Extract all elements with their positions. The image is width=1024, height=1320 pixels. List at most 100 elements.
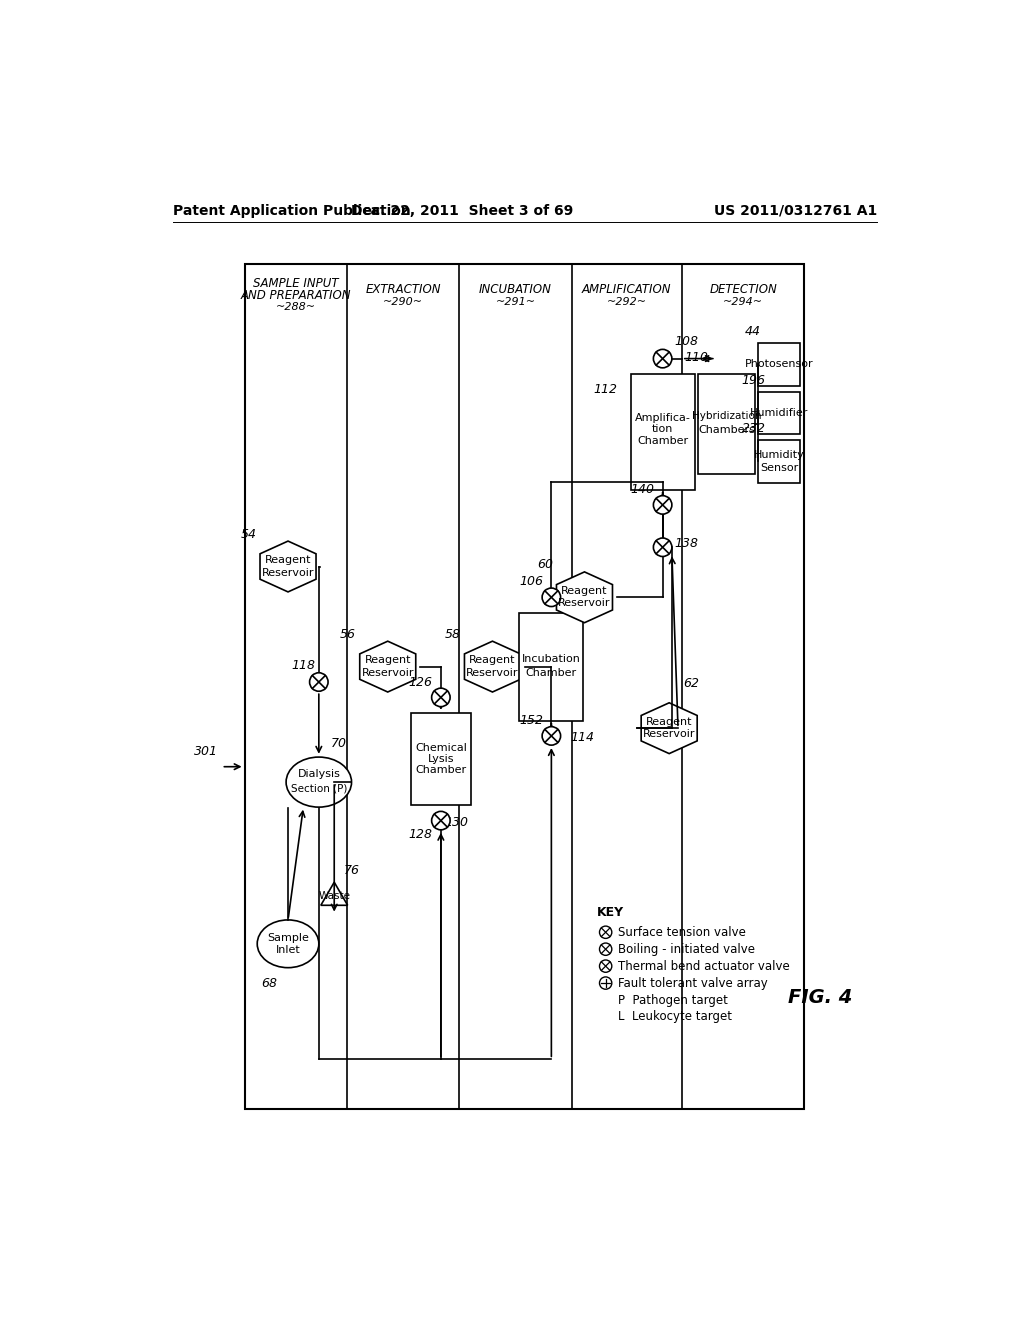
Text: 60: 60 — [537, 558, 553, 572]
Bar — [759, 343, 801, 385]
Circle shape — [653, 350, 672, 368]
Text: Section (P): Section (P) — [291, 783, 347, 793]
Text: AMPLIFICATION: AMPLIFICATION — [582, 282, 672, 296]
Text: 56: 56 — [340, 628, 356, 640]
Text: Patent Application Publication: Patent Application Publication — [173, 203, 411, 218]
Text: Reservoir: Reservoir — [643, 730, 695, 739]
Text: 130: 130 — [444, 816, 469, 829]
Text: SAMPLE INPUT: SAMPLE INPUT — [253, 277, 339, 289]
Text: INCUBATION: INCUBATION — [479, 282, 552, 296]
Polygon shape — [260, 541, 316, 591]
Text: 108: 108 — [674, 335, 698, 348]
Polygon shape — [556, 572, 612, 623]
Text: DETECTION: DETECTION — [710, 282, 777, 296]
Text: 126: 126 — [409, 676, 432, 689]
Text: Hybridization: Hybridization — [692, 412, 761, 421]
Text: US 2011/0312761 A1: US 2011/0312761 A1 — [714, 203, 878, 218]
Circle shape — [599, 977, 611, 989]
Text: Reservoir: Reservoir — [361, 668, 414, 677]
Text: 58: 58 — [444, 628, 461, 640]
Text: ~291~: ~291~ — [496, 297, 536, 306]
Text: Thermal bend actuator valve: Thermal bend actuator valve — [617, 960, 790, 973]
Text: 106: 106 — [519, 576, 543, 589]
Text: Chamber: Chamber — [525, 668, 577, 677]
Text: Incubation: Incubation — [522, 653, 581, 664]
Text: Reagent: Reagent — [265, 556, 311, 565]
Text: KEY: KEY — [596, 907, 624, 920]
Text: Reservoir: Reservoir — [262, 568, 314, 578]
Bar — [759, 441, 801, 483]
Text: 232: 232 — [741, 422, 766, 436]
Text: 54: 54 — [241, 528, 256, 541]
Bar — [631, 374, 694, 490]
Circle shape — [599, 942, 611, 956]
Circle shape — [309, 673, 328, 692]
Text: Reagent: Reagent — [561, 586, 607, 597]
Text: 114: 114 — [570, 731, 595, 744]
Circle shape — [542, 726, 560, 744]
Text: Sensor: Sensor — [761, 462, 799, 473]
Text: 196: 196 — [741, 374, 766, 387]
Text: 118: 118 — [292, 659, 315, 672]
Bar — [759, 392, 801, 434]
Text: Photosensor: Photosensor — [745, 359, 814, 370]
Text: 110: 110 — [684, 351, 709, 363]
Text: Reagent: Reagent — [365, 656, 411, 665]
Text: ~290~: ~290~ — [383, 297, 423, 306]
Text: 62: 62 — [683, 677, 699, 690]
Circle shape — [432, 812, 451, 830]
Text: ~292~: ~292~ — [607, 297, 647, 306]
Polygon shape — [465, 642, 520, 692]
Polygon shape — [321, 882, 347, 906]
Text: 68: 68 — [261, 977, 278, 990]
Text: 138: 138 — [674, 537, 698, 550]
Text: 112: 112 — [594, 383, 617, 396]
Text: ~294~: ~294~ — [723, 297, 763, 306]
Bar — [245, 264, 804, 1109]
Text: 70: 70 — [331, 737, 346, 750]
Text: Reservoir: Reservoir — [558, 598, 610, 609]
Text: Waste: Waste — [318, 891, 350, 902]
Circle shape — [653, 496, 672, 515]
Ellipse shape — [257, 920, 318, 968]
Bar — [519, 612, 584, 721]
Text: FIG. 4: FIG. 4 — [787, 989, 852, 1007]
Text: Lysis: Lysis — [428, 754, 454, 764]
Text: tion: tion — [652, 424, 674, 434]
Text: Chemical: Chemical — [415, 743, 467, 754]
Circle shape — [432, 688, 451, 706]
Text: Chamber: Chamber — [416, 764, 467, 775]
Text: Humidity: Humidity — [754, 450, 805, 461]
Text: Amplifica-: Amplifica- — [635, 413, 690, 422]
Text: L  Leukocyte target: L Leukocyte target — [617, 1010, 732, 1023]
Text: Dialysis: Dialysis — [297, 770, 340, 779]
Text: Reagent: Reagent — [469, 656, 516, 665]
Text: P  Pathogen target: P Pathogen target — [617, 994, 728, 1007]
Text: 152: 152 — [519, 714, 543, 727]
Text: AND PREPARATION: AND PREPARATION — [241, 289, 351, 302]
Circle shape — [653, 539, 672, 557]
Bar — [698, 374, 755, 474]
Text: 76: 76 — [343, 865, 359, 878]
Text: 128: 128 — [409, 828, 432, 841]
Circle shape — [599, 960, 611, 973]
Ellipse shape — [286, 758, 351, 807]
Circle shape — [599, 927, 611, 939]
Text: EXTRACTION: EXTRACTION — [366, 282, 441, 296]
Text: Inlet: Inlet — [275, 945, 300, 954]
Text: 44: 44 — [744, 325, 761, 338]
Polygon shape — [359, 642, 416, 692]
Text: Chambers: Chambers — [698, 425, 755, 436]
Text: Reservoir: Reservoir — [466, 668, 519, 677]
Text: Sample: Sample — [267, 933, 309, 942]
Text: Surface tension valve: Surface tension valve — [617, 925, 745, 939]
Text: ~288~: ~288~ — [275, 302, 315, 312]
Polygon shape — [641, 702, 697, 754]
Text: 140: 140 — [631, 483, 654, 496]
Text: Boiling - initiated valve: Boiling - initiated valve — [617, 942, 755, 956]
Circle shape — [542, 589, 560, 607]
Text: 301: 301 — [194, 744, 218, 758]
Text: Dec. 22, 2011  Sheet 3 of 69: Dec. 22, 2011 Sheet 3 of 69 — [350, 203, 572, 218]
Text: Humidifier: Humidifier — [751, 408, 809, 418]
Text: Chamber: Chamber — [637, 436, 688, 446]
